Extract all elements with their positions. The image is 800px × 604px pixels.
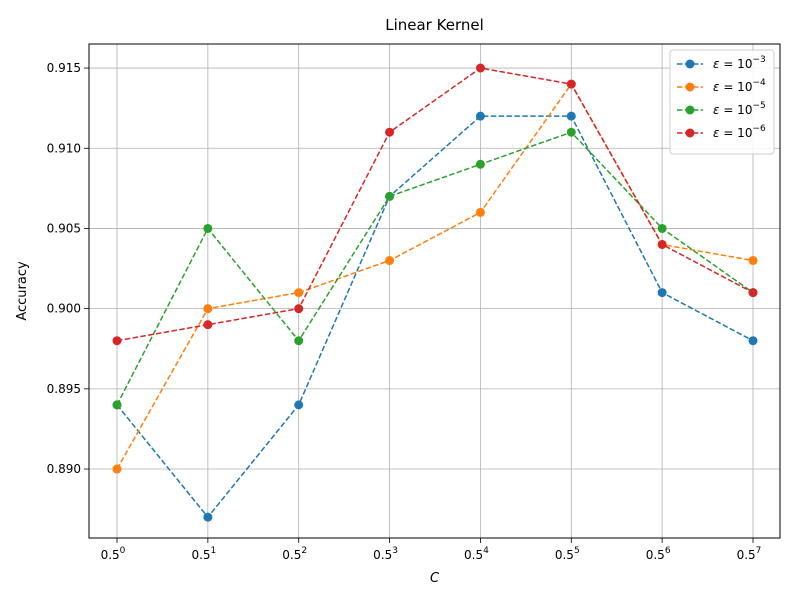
legend-label: ε = 10−5	[713, 101, 766, 117]
plot-frame	[88, 43, 781, 539]
series-line	[116, 131, 754, 406]
series-lines	[112, 63, 758, 522]
legend: ε = 10−3 ε = 10−4 ε = 10−5 ε = 10−6	[669, 49, 775, 155]
data-point	[203, 512, 213, 522]
legend-entry: ε = 10−6	[677, 124, 766, 140]
legend-marker	[685, 105, 695, 115]
data-point	[475, 111, 485, 121]
data-point	[566, 79, 576, 89]
legend-label: ε = 10−6	[713, 124, 766, 140]
data-point	[657, 239, 667, 249]
data-point	[657, 223, 667, 233]
y-tick-label: 0.900	[47, 302, 81, 316]
data-point	[112, 400, 122, 410]
legend-entry: ε = 10−5	[677, 101, 766, 117]
legend-label: ε = 10−3	[713, 55, 766, 71]
legend-marker	[685, 128, 695, 138]
legend-label: ε = 10−4	[713, 78, 766, 94]
series-2	[112, 79, 758, 474]
x-tick-label: 0.56	[646, 546, 671, 562]
x-tick-label: 0.54	[464, 546, 489, 562]
data-point	[294, 288, 304, 298]
data-point	[475, 63, 485, 73]
x-tick-label: 0.53	[373, 546, 398, 562]
y-axis-ticks: 0.890 0.895 0.900 0.905 0.910 0.915	[47, 61, 89, 476]
data-point	[203, 320, 213, 330]
data-point	[294, 304, 304, 314]
data-point	[475, 159, 485, 169]
data-point	[294, 336, 304, 346]
data-point	[475, 207, 485, 217]
series-1	[112, 111, 758, 522]
x-tick-label: 0.51	[191, 546, 216, 562]
x-tick-label: 0.57	[737, 546, 762, 562]
data-point	[748, 288, 758, 298]
legend-box	[669, 49, 775, 155]
series-line	[116, 67, 754, 342]
chart-title: Linear Kernel	[385, 16, 484, 34]
y-axis-title: Accuracy	[15, 261, 30, 321]
data-point	[566, 127, 576, 137]
x-tick-label: 0.50	[101, 546, 126, 562]
data-point	[748, 256, 758, 266]
y-tick-label: 0.905	[47, 221, 81, 235]
y-tick-label: 0.915	[47, 61, 81, 75]
x-axis-ticks: 0.50 0.51 0.52 0.53 0.54 0.55 0.56 0.57	[101, 538, 762, 562]
data-point	[385, 127, 395, 137]
data-point	[566, 111, 576, 121]
series-4	[112, 63, 758, 346]
legend-marker	[685, 59, 695, 69]
x-tick-label: 0.55	[555, 546, 580, 562]
data-point	[203, 223, 213, 233]
data-point	[112, 336, 122, 346]
series-line	[116, 82, 754, 470]
data-point	[657, 288, 667, 298]
y-tick-label: 0.890	[47, 462, 81, 476]
y-tick-label: 0.910	[47, 141, 81, 155]
legend-entry: ε = 10−3	[677, 55, 766, 71]
y-tick-label: 0.895	[47, 382, 81, 396]
x-axis-title: C	[430, 571, 440, 586]
data-point	[748, 336, 758, 346]
data-point	[294, 400, 304, 410]
legend-marker	[685, 82, 695, 92]
data-point	[385, 191, 395, 201]
series-3	[112, 127, 758, 410]
data-point	[112, 464, 122, 474]
legend-entry: ε = 10−4	[677, 78, 766, 94]
data-point	[385, 256, 395, 266]
x-tick-label: 0.52	[282, 546, 307, 562]
series-line	[116, 115, 754, 519]
data-point	[203, 304, 213, 314]
